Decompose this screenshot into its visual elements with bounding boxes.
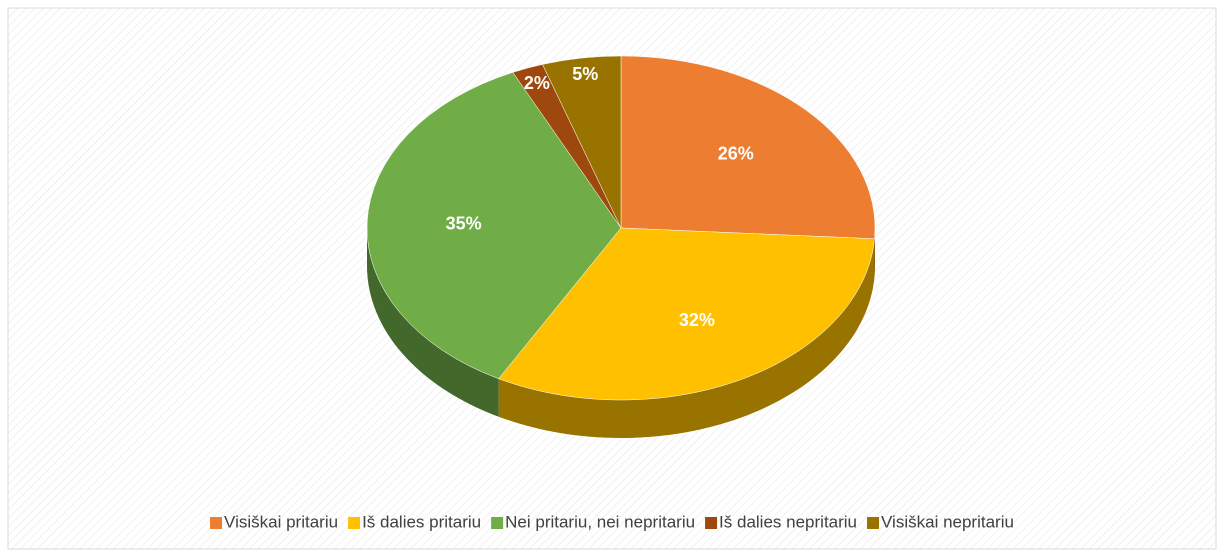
legend-swatch <box>705 517 718 529</box>
legend-label: Iš dalies nepritariu <box>719 512 857 531</box>
legend-swatch <box>867 517 880 529</box>
slice <box>498 227 875 439</box>
data-label: 5% <box>572 64 598 84</box>
legend-label: Nei pritariu, nei nepritariu <box>505 512 695 531</box>
slice-side <box>498 238 875 439</box>
slice-side <box>367 228 499 417</box>
slice-side <box>874 228 875 277</box>
data-label: 2% <box>524 73 550 93</box>
legend-swatch <box>210 517 223 529</box>
legend-label: Visiškai nepritariu <box>881 512 1014 531</box>
legend-label: Visiškai pritariu <box>224 512 338 531</box>
data-label: 32% <box>679 310 715 330</box>
legend-label: Iš dalies pritariu <box>362 512 481 531</box>
data-label: 26% <box>718 144 754 164</box>
data-label: 35% <box>446 213 482 233</box>
legend-swatch <box>491 517 504 529</box>
slice-top <box>620 55 876 240</box>
slice <box>620 55 876 277</box>
legend: Visiškai pritariu Iš dalies pritariu Nei p… <box>210 512 1014 531</box>
slice <box>542 55 622 229</box>
legend-swatch <box>348 517 361 529</box>
slice-top <box>542 55 622 229</box>
slice-top <box>366 72 622 380</box>
slice <box>366 72 622 417</box>
slice-top <box>498 227 875 401</box>
